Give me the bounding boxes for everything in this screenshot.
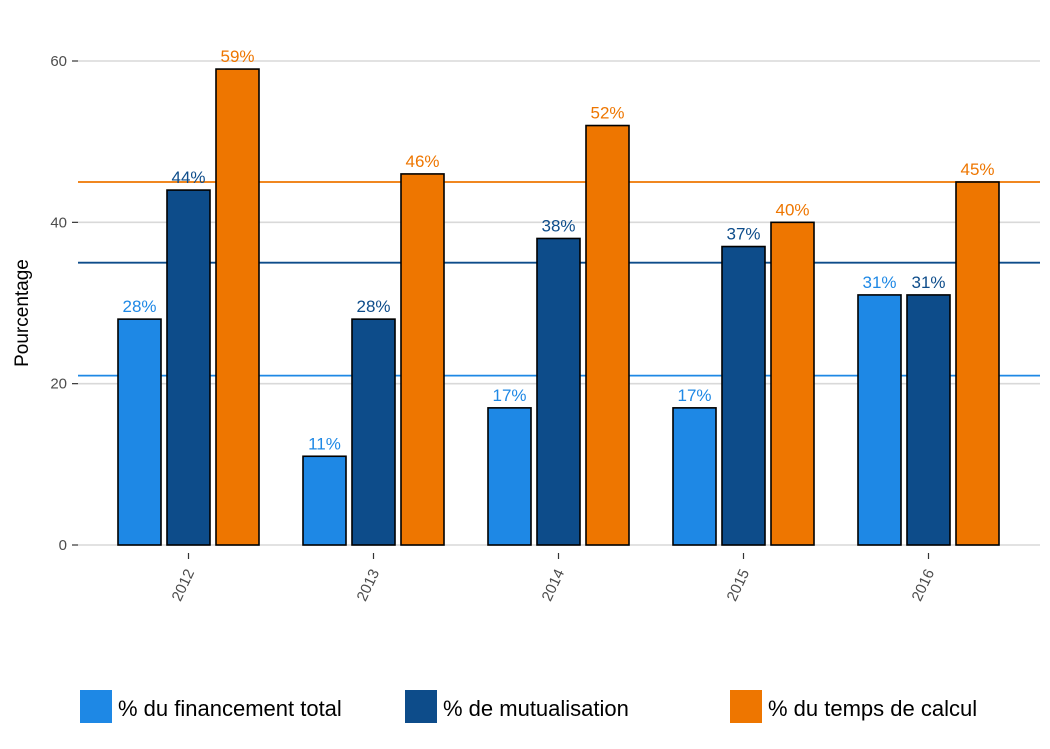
data-label: 28% <box>356 297 390 316</box>
data-label: 28% <box>122 297 156 316</box>
y-axis-title: Pourcentage <box>12 259 33 367</box>
legend-item: % de mutualisation <box>405 690 629 723</box>
x-tick-label: 2016 <box>909 567 939 604</box>
legend-label: % du temps de calcul <box>768 696 977 721</box>
bar <box>400 173 445 546</box>
data-labels: 28% 44% 59% 11% 28% 46% 17% 38% 52% 17% 37% 40% 31% 3… <box>122 47 994 453</box>
data-label: 52% <box>590 104 624 123</box>
data-label: 37% <box>726 225 760 244</box>
legend-swatch <box>405 690 437 723</box>
bar <box>302 455 347 546</box>
y-tick-label: 20 <box>50 376 67 393</box>
bar <box>166 189 211 546</box>
x-tick-label: 2012 <box>169 567 199 604</box>
data-label: 45% <box>960 160 994 179</box>
bar <box>721 245 766 546</box>
legend-label: % du financement total <box>118 696 342 721</box>
x-axis: 2012 2013 2014 2015 2016 <box>169 553 939 604</box>
legend-item: % du temps de calcul <box>730 690 977 723</box>
data-label: 17% <box>677 386 711 405</box>
bar <box>487 407 532 546</box>
data-label: 40% <box>775 200 809 219</box>
y-tick-label: 60 <box>50 53 67 70</box>
bar <box>117 318 162 546</box>
legend-label: % de mutualisation <box>443 696 629 721</box>
bars <box>117 68 1000 546</box>
data-label: 44% <box>171 168 205 187</box>
x-tick-label: 2013 <box>354 567 384 604</box>
y-tick-label: 40 <box>50 214 67 231</box>
bar <box>857 294 902 546</box>
x-tick-label: 2015 <box>724 567 754 604</box>
bar <box>536 237 581 546</box>
y-tick-label: 0 <box>59 537 67 554</box>
legend-swatch <box>730 690 762 723</box>
legend-item: % du financement total <box>80 690 342 723</box>
bar <box>672 407 717 546</box>
bar <box>906 294 951 546</box>
bar <box>770 221 815 546</box>
data-label: 59% <box>220 47 254 66</box>
data-label: 17% <box>492 386 526 405</box>
legend: % du financement total % de mutualisation… <box>80 690 977 723</box>
bar <box>351 318 396 546</box>
data-label: 31% <box>862 273 896 292</box>
legend-swatch <box>80 690 112 723</box>
y-axis: 0 20 40 60 <box>50 53 78 554</box>
bar <box>955 181 1000 546</box>
data-label: 38% <box>541 216 575 235</box>
x-tick-label: 2014 <box>539 567 569 604</box>
data-label: 11% <box>308 434 341 453</box>
data-label: 46% <box>405 152 439 171</box>
bar <box>215 68 260 546</box>
data-label: 31% <box>911 273 945 292</box>
bar <box>585 124 630 546</box>
